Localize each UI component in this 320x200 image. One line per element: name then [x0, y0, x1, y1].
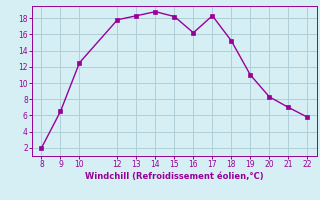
X-axis label: Windchill (Refroidissement éolien,°C): Windchill (Refroidissement éolien,°C) — [85, 172, 264, 181]
